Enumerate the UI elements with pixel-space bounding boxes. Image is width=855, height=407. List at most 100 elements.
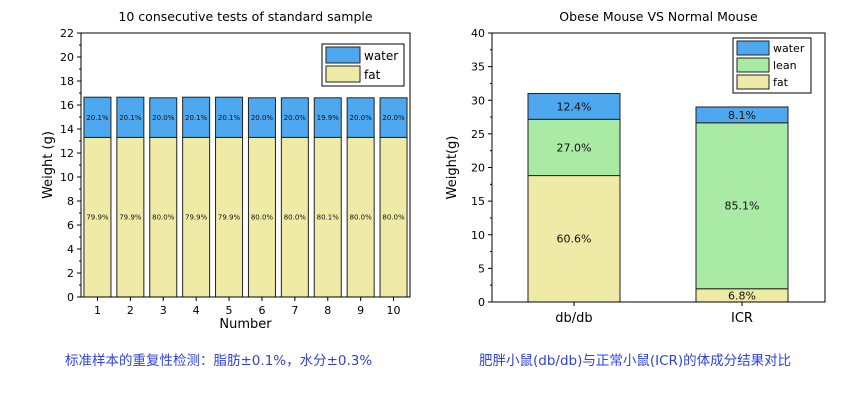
left-xtick-2: 2	[127, 304, 134, 317]
right-chart: Obese Mouse VS Normal Mouse 60.6% 27.0% 12.…	[445, 9, 826, 326]
right-legend-swatch-water	[736, 40, 770, 56]
left-xtick-8: 8	[324, 304, 331, 317]
right-bar-water-ICR	[695, 106, 789, 124]
left-label-fat-2: 79.9%	[119, 214, 142, 222]
right-ytick-15: 15	[471, 195, 485, 208]
left-legend-label-water: water	[364, 49, 398, 63]
right-ylabel: Weight(g)	[445, 136, 460, 200]
left-ytick-20: 20	[60, 51, 74, 64]
left-label-water-3: 20.0%	[152, 114, 175, 122]
right-label-water-db/db: 12.4%	[557, 100, 592, 113]
left-chart-panel: 10 consecutive tests of standard sample 7…	[41, 9, 411, 332]
left-bar-fat-7	[280, 136, 309, 298]
right-caption: 肥胖小鼠(db/db)与正常小鼠(ICR)的体成分结果对比	[479, 353, 792, 369]
right-label-water-ICR: 8.1%	[728, 109, 756, 122]
left-bar-fat-1	[83, 136, 112, 298]
left-xtick-1: 1	[94, 304, 101, 317]
left-label-water-5: 20.1%	[218, 114, 241, 122]
right-ytick-0: 0	[478, 296, 485, 309]
left-xtick-4: 4	[193, 304, 200, 317]
left-chart: 10 consecutive tests of standard sample 7…	[41, 9, 411, 332]
left-ytick-6: 6	[67, 219, 74, 232]
right-ytick-40: 40	[471, 27, 485, 40]
right-legend-swatch-lean	[736, 57, 770, 73]
left-ylabel: Weight (g)	[41, 131, 56, 199]
left-bar-water-7	[280, 97, 309, 138]
right-chart-panel: Obese Mouse VS Normal Mouse 60.6% 27.0% 12.…	[428, 0, 855, 407]
left-caption: 标准样本的重复性检测：脂肪±0.1%，水分±0.3%	[65, 353, 373, 369]
left-label-fat-3: 80.0%	[152, 214, 175, 222]
right-xtick-db/db: db/db	[555, 311, 592, 326]
left-legend-swatch-fat	[325, 65, 361, 83]
right-label-fat-db/db: 60.6%	[557, 233, 592, 246]
left-ytick-10: 10	[60, 171, 74, 184]
right-legend-label-water: water	[773, 42, 805, 55]
left-bar-fat-3	[149, 136, 178, 298]
left-label-fat-8: 80.1%	[317, 214, 340, 222]
left-bar-fat-4	[182, 136, 211, 298]
right-ytick-25: 25	[471, 128, 485, 141]
right-legend-label-fat: fat	[773, 76, 789, 89]
right-ytick-35: 35	[471, 61, 485, 74]
left-xtick-10: 10	[387, 304, 401, 317]
right-bar-water-db/db	[527, 93, 621, 120]
right-bar-lean-ICR	[695, 122, 789, 290]
left-bar-water-6	[247, 97, 276, 138]
left-label-water-6: 20.0%	[251, 114, 274, 122]
left-xtick-5: 5	[226, 304, 233, 317]
left-bar-fat-5	[215, 136, 244, 298]
right-ytick-20: 20	[471, 162, 485, 175]
left-label-water-1: 20.1%	[86, 114, 109, 122]
left-label-water-10: 20.0%	[382, 114, 405, 122]
left-xlabel: Number	[219, 317, 272, 332]
left-bar-water-9	[346, 97, 375, 138]
left-bar-water-3	[149, 97, 178, 138]
right-label-lean-ICR: 85.1%	[725, 200, 760, 213]
left-label-water-2: 20.1%	[119, 114, 142, 122]
right-xtick-ICR: ICR	[731, 311, 753, 326]
left-bar-water-8	[313, 97, 342, 138]
left-ytick-16: 16	[60, 99, 74, 112]
right-label-lean-db/db: 27.0%	[557, 141, 592, 154]
left-legend-swatch-water	[325, 46, 361, 64]
left-label-water-9: 20.0%	[350, 114, 373, 122]
left-ytick-0: 0	[67, 291, 74, 304]
left-bar-water-1	[83, 96, 112, 138]
left-ytick-4: 4	[67, 243, 74, 256]
left-ytick-22: 22	[60, 27, 74, 40]
left-xtick-9: 9	[357, 304, 364, 317]
right-label-fat-ICR: 6.8%	[728, 289, 756, 302]
right-title: Obese Mouse VS Normal Mouse	[559, 9, 758, 24]
left-bar-fat-9	[346, 136, 375, 298]
left-label-fat-10: 80.0%	[382, 214, 405, 222]
left-ytick-14: 14	[60, 123, 74, 136]
left-legend-label-fat: fat	[364, 68, 381, 82]
left-ytick-2: 2	[67, 267, 74, 280]
right-ytick-10: 10	[471, 229, 485, 242]
left-label-fat-6: 80.0%	[251, 214, 274, 222]
left-bar-fat-8	[313, 136, 342, 298]
right-legend-swatch-fat	[736, 74, 770, 90]
left-label-fat-7: 80.0%	[284, 214, 307, 222]
left-xtick-3: 3	[160, 304, 167, 317]
left-label-fat-4: 79.9%	[185, 214, 208, 222]
left-bar-fat-10	[379, 136, 408, 298]
left-ytick-8: 8	[67, 195, 74, 208]
left-label-water-8: 19.9%	[317, 114, 340, 122]
left-bar-water-4	[182, 96, 211, 138]
left-label-fat-5: 79.9%	[218, 214, 241, 222]
left-ytick-12: 12	[60, 147, 74, 160]
right-legend-label-lean: lean	[773, 59, 797, 72]
left-label-water-7: 20.0%	[284, 114, 307, 122]
left-xtick-6: 6	[258, 304, 265, 317]
left-title: 10 consecutive tests of standard sample	[118, 9, 372, 24]
left-label-fat-1: 79.9%	[86, 214, 109, 222]
right-ytick-30: 30	[471, 94, 485, 107]
left-bar-water-5	[215, 96, 244, 138]
left-label-fat-9: 80.0%	[350, 214, 373, 222]
left-bar-water-10	[379, 97, 408, 138]
right-ytick-5: 5	[478, 262, 485, 275]
left-xtick-7: 7	[291, 304, 298, 317]
left-ytick-18: 18	[60, 75, 74, 88]
left-bar-water-2	[116, 96, 145, 138]
